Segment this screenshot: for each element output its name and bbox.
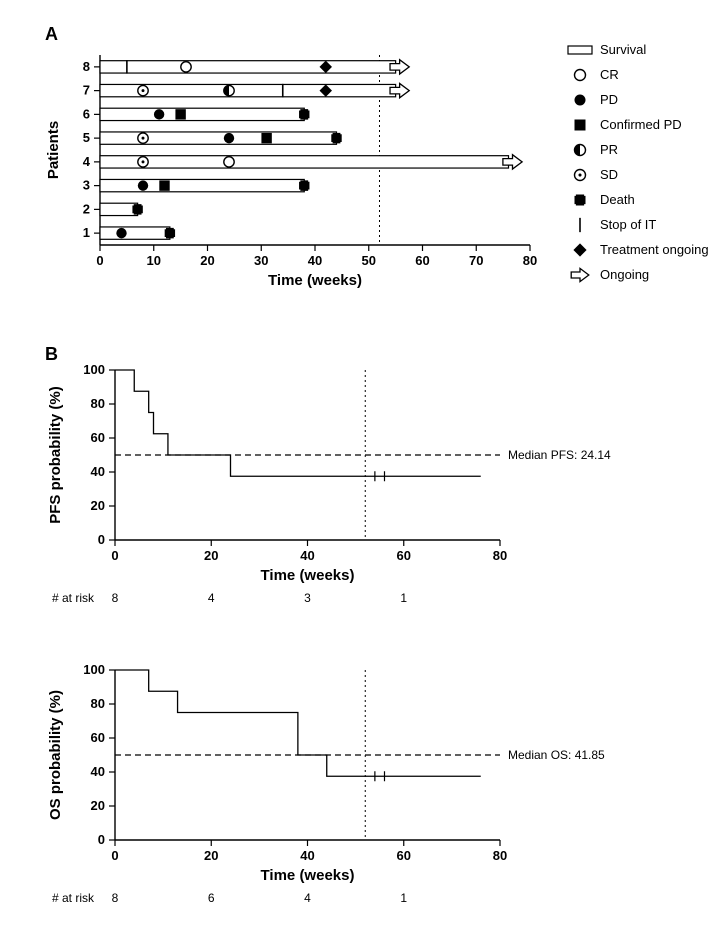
km-curve (115, 370, 481, 476)
svg-text:10: 10 (147, 253, 161, 268)
svg-text:30: 30 (254, 253, 268, 268)
swimmer-bar (100, 108, 304, 120)
svg-text:40: 40 (308, 253, 322, 268)
swimmer-bar (100, 203, 138, 215)
svg-text:70: 70 (469, 253, 483, 268)
svg-text:8: 8 (83, 59, 90, 74)
svg-text:60: 60 (397, 848, 411, 863)
legend-label: Death (600, 192, 635, 207)
svg-text:0: 0 (98, 832, 105, 847)
atrisk-label: # at risk (52, 891, 95, 905)
svg-text:40: 40 (300, 848, 314, 863)
svg-text:6: 6 (83, 106, 90, 121)
svg-text:1: 1 (83, 225, 90, 240)
swimmer-bar (100, 61, 396, 73)
svg-text:20: 20 (204, 548, 218, 563)
svg-text:100: 100 (83, 362, 105, 377)
panel-a-legend: Survival CR PD Confirmed PD PR SD Death Stop of… (568, 42, 709, 282)
svg-text:80: 80 (493, 848, 507, 863)
svg-text:5: 5 (83, 130, 90, 145)
atrisk-value: 8 (112, 891, 119, 905)
km-ylabel: OS probability (%) (47, 690, 64, 820)
swimmer-bar (100, 132, 337, 144)
km-xlabel: Time (weeks) (261, 867, 355, 884)
median-annotation: Median OS: 41.85 (508, 748, 605, 762)
figure-page: { "colors": { "bg": "#ffffff", "ink": "#… (0, 0, 727, 941)
svg-text:0: 0 (111, 548, 118, 563)
atrisk-value: 1 (400, 591, 407, 605)
legend-label: Survival (600, 42, 646, 57)
panel-a-xlabel: Time (weeks) (268, 272, 362, 289)
svg-text:20: 20 (91, 798, 105, 813)
svg-text:40: 40 (91, 464, 105, 479)
svg-text:7: 7 (83, 83, 90, 98)
svg-text:60: 60 (415, 253, 429, 268)
svg-text:2: 2 (83, 201, 90, 216)
svg-text:80: 80 (91, 696, 105, 711)
svg-text:0: 0 (111, 848, 118, 863)
svg-text:0: 0 (98, 532, 105, 547)
svg-text:0: 0 (96, 253, 103, 268)
panel-b: B020406080100020406080Time (weeks)PFS pr… (45, 344, 611, 905)
svg-text:50: 50 (362, 253, 376, 268)
median-annotation: Median PFS: 24.14 (508, 448, 611, 462)
swimmer-bar (100, 227, 170, 239)
svg-text:20: 20 (200, 253, 214, 268)
km-curve (115, 670, 481, 776)
panel-a: A 0 10 20 30 40 50 60 70 80 Time (weeks) 1 2 3 4 5 6 7 8 Pa… (45, 24, 709, 289)
panel-a-label: A (45, 24, 58, 44)
svg-text:60: 60 (397, 548, 411, 563)
atrisk-value: 4 (208, 591, 215, 605)
legend-label: Stop of IT (600, 217, 656, 232)
swimmer-bar (100, 179, 304, 191)
svg-text:20: 20 (91, 498, 105, 513)
svg-text:80: 80 (493, 548, 507, 563)
legend-label: Confirmed PD (600, 117, 682, 132)
legend-label: SD (600, 167, 618, 182)
svg-text:3: 3 (83, 178, 90, 193)
atrisk-value: 4 (304, 891, 311, 905)
legend-label: CR (600, 67, 619, 82)
km-os: 0 20 40 60 80 100 0 20 40 60 80 Time (weeks) OS prob… (47, 662, 605, 905)
svg-text:4: 4 (83, 154, 91, 169)
svg-text:40: 40 (91, 764, 105, 779)
svg-text:80: 80 (91, 396, 105, 411)
atrisk-value: 1 (400, 891, 407, 905)
panel-b-label: B (45, 344, 58, 364)
km-pfs: 0 20 40 60 80 100 0 20 40 60 80 Time (weeks) PFS pro… (47, 362, 611, 605)
figure-svg: A01020304050607080Time (weeks)12345678Pa… (0, 0, 727, 941)
legend-label: Ongoing (600, 267, 649, 282)
legend-label: PR (600, 142, 618, 157)
km-ylabel: PFS probability (%) (47, 386, 64, 524)
swimmer-bar (100, 156, 509, 168)
svg-text:60: 60 (91, 730, 105, 745)
atrisk-value: 6 (208, 891, 215, 905)
atrisk-value: 3 (304, 591, 311, 605)
svg-text:100: 100 (83, 662, 105, 677)
atrisk-value: 8 (112, 591, 119, 605)
legend-label: Treatment ongoing (600, 242, 709, 257)
svg-text:60: 60 (91, 430, 105, 445)
svg-text:20: 20 (204, 848, 218, 863)
atrisk-label: # at risk (52, 591, 95, 605)
legend-label: PD (600, 92, 618, 107)
panel-a-ylabel: Patients (45, 121, 62, 179)
svg-text:80: 80 (523, 253, 537, 268)
svg-text:40: 40 (300, 548, 314, 563)
km-xlabel: Time (weeks) (261, 567, 355, 584)
